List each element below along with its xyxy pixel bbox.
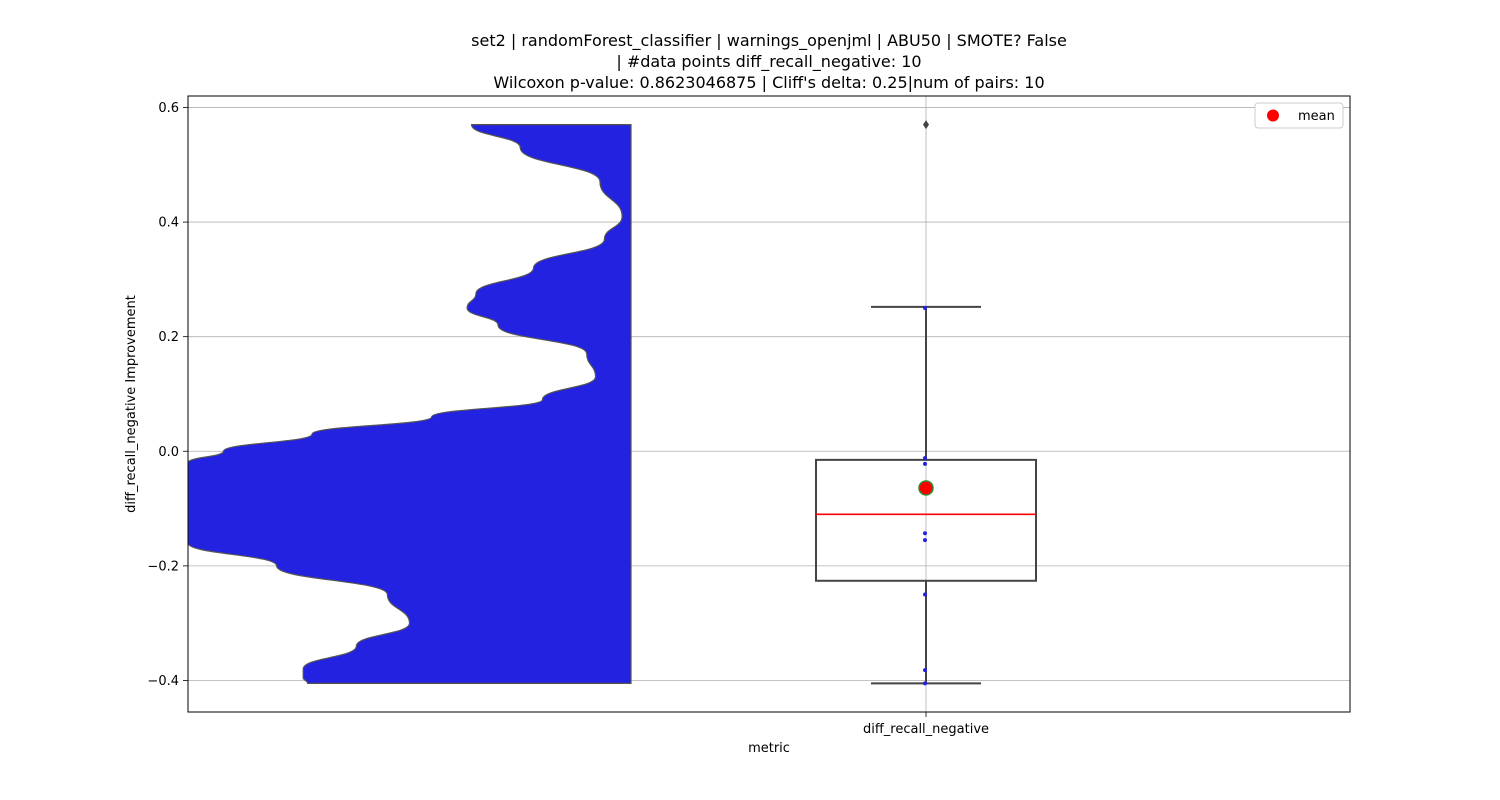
- data-point: [923, 306, 927, 311]
- data-point: [923, 668, 927, 673]
- axes-layer: −0.4 −0.2 0.0 0.2 0.4 0.6 diff_recall_negative: [147, 95, 1351, 737]
- outlier-marker: [923, 120, 929, 130]
- y-tick-label: 0.4: [158, 216, 179, 231]
- legend-mean-label: mean: [1298, 109, 1335, 124]
- violin-layer: [188, 124, 632, 684]
- x-tick-label: diff_recall_negative: [863, 722, 989, 737]
- legend: mean: [1254, 102, 1344, 129]
- x-axis-label: metric: [748, 741, 790, 756]
- violin-body: [188, 124, 632, 684]
- data-point: [923, 592, 927, 597]
- chart-title-line-1: set2 | randomForest_classifier | warning…: [471, 31, 1067, 50]
- legend-mean-marker: [1267, 109, 1279, 122]
- y-tick-label: 0.2: [158, 330, 179, 345]
- legend-frame: [1254, 102, 1344, 129]
- data-point: [923, 681, 927, 686]
- data-point: [923, 461, 927, 466]
- data-points-layer: [918, 306, 934, 686]
- plot-frame: [187, 95, 1351, 713]
- data-point: [923, 538, 927, 543]
- data-point: [923, 456, 927, 461]
- y-tick-label: 0.0: [158, 445, 179, 460]
- box-plot: [815, 120, 1037, 685]
- data-point: [923, 531, 927, 536]
- y-tick-label: −0.4: [147, 674, 179, 689]
- y-tick-label: −0.2: [147, 559, 179, 574]
- chart-title-line-3: Wilcoxon p-value: 0.8623046875 | Cliff's…: [493, 73, 1045, 92]
- y-axis-label: diff_recall_negative Improvement: [124, 295, 139, 513]
- y-tick-label: 0.6: [158, 101, 179, 116]
- grid-layer: [188, 96, 1350, 712]
- chart-title-line-2: | #data points diff_recall_negative: 10: [616, 52, 922, 71]
- mean-marker: [918, 480, 934, 496]
